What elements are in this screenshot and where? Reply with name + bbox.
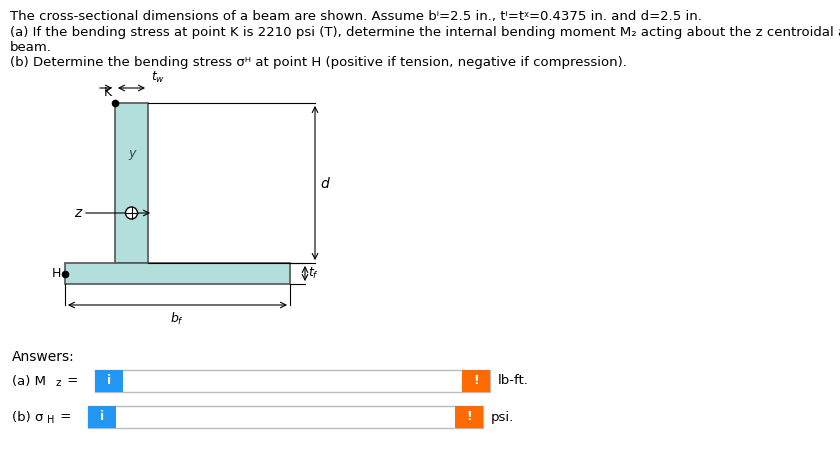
Text: $t_f$: $t_f$ (308, 266, 319, 281)
Text: psi.: psi. (491, 410, 514, 424)
Text: beam.: beam. (10, 41, 52, 54)
Text: =: = (56, 410, 76, 424)
Text: y: y (128, 147, 135, 159)
Text: (a) M: (a) M (12, 375, 46, 387)
Text: $t_w$: $t_w$ (151, 70, 165, 85)
Text: =: = (63, 375, 82, 387)
Text: z: z (74, 206, 81, 220)
Circle shape (125, 207, 138, 219)
Text: i: i (100, 410, 104, 424)
Text: H: H (51, 267, 61, 280)
Text: $b_f$: $b_f$ (171, 311, 185, 327)
Text: !: ! (466, 410, 472, 424)
Text: lb-ft.: lb-ft. (498, 375, 529, 387)
Text: z: z (55, 378, 60, 388)
Text: (b) Determine the bending stress σᴴ at point H (positive if tension, negative if: (b) Determine the bending stress σᴴ at p… (10, 56, 627, 69)
Bar (88, 406, 116, 428)
Bar (88, 406, 483, 428)
Text: (b) σ: (b) σ (12, 410, 44, 424)
Text: H: H (47, 415, 55, 425)
Bar (95, 370, 490, 392)
Text: (a) If the bending stress at point K is 2210 psi (T), determine the internal ben: (a) If the bending stress at point K is … (10, 26, 840, 39)
Bar (455, 406, 483, 428)
Bar (65, 263, 290, 284)
Text: $d$: $d$ (320, 175, 331, 191)
Text: !: ! (473, 375, 479, 387)
Bar (95, 370, 123, 392)
Bar (115, 103, 148, 263)
Text: Answers:: Answers: (12, 350, 75, 364)
Text: The cross-sectional dimensions of a beam are shown. Assume bⁱ=2.5 in., tⁱ=tᵡ=0.4: The cross-sectional dimensions of a beam… (10, 10, 702, 23)
Bar (462, 370, 490, 392)
Text: i: i (107, 375, 111, 387)
Text: K: K (104, 86, 112, 99)
